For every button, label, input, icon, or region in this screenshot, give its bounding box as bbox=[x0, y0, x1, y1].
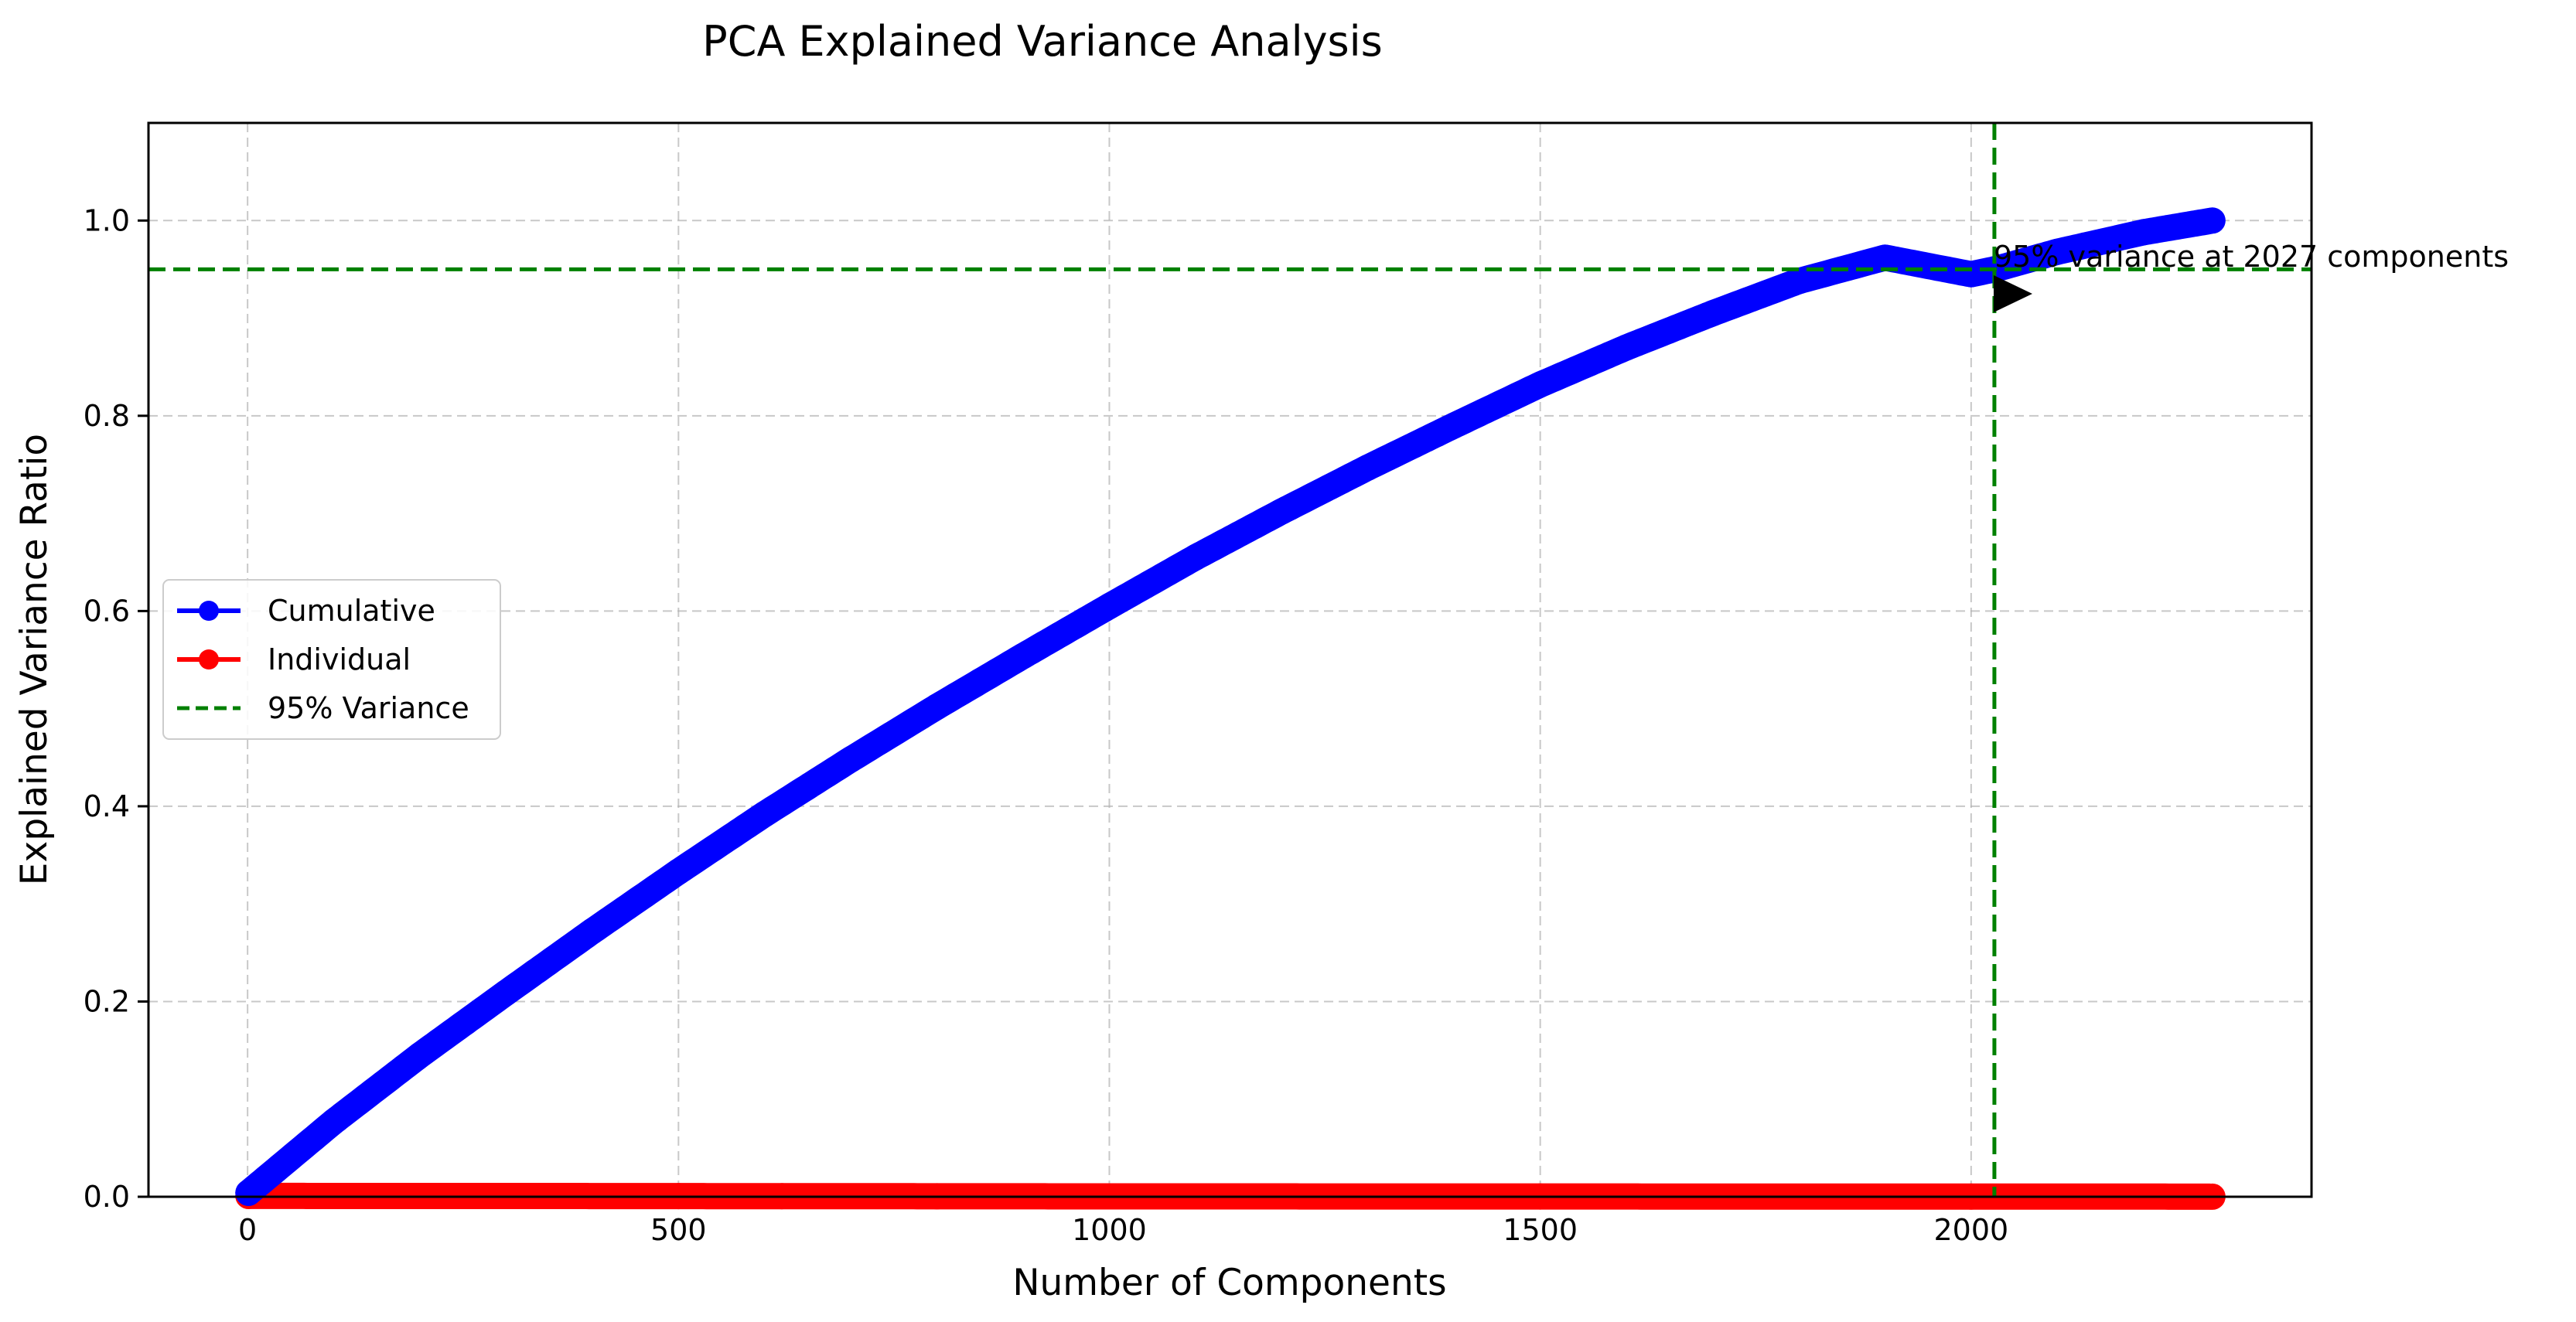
data-point bbox=[1613, 334, 1640, 361]
legend-box bbox=[162, 579, 501, 740]
chart-title: PCA Explained Variance Analysis bbox=[702, 17, 1383, 66]
annotation: 95% variance at 2027 components bbox=[1994, 240, 2509, 312]
data-point bbox=[235, 1179, 262, 1206]
data-point bbox=[751, 801, 778, 828]
data-point bbox=[578, 918, 606, 945]
data-point bbox=[1354, 454, 1381, 481]
x-tick-label: 0 bbox=[238, 1213, 257, 1247]
legend-marker-icon bbox=[199, 649, 219, 670]
data-point bbox=[1096, 593, 1123, 620]
series-cumulative bbox=[235, 207, 2226, 1206]
y-axis-ticks: 0.0 0.2 0.4 0.6 0.8 1.0 bbox=[84, 203, 148, 1214]
data-point bbox=[2199, 207, 2226, 234]
data-point bbox=[665, 858, 692, 885]
data-point bbox=[1268, 498, 1295, 525]
data-point bbox=[1871, 244, 1899, 271]
legend-marker-icon bbox=[199, 601, 219, 621]
y-tick-label: 0.2 bbox=[84, 984, 130, 1018]
legend-item: Cumulative bbox=[177, 594, 435, 628]
x-tick-label: 1000 bbox=[1072, 1213, 1147, 1247]
data-point bbox=[1010, 642, 1037, 670]
x-tick-label: 500 bbox=[650, 1213, 707, 1247]
x-tick-label: 1500 bbox=[1503, 1213, 1578, 1247]
data-point bbox=[1957, 261, 1984, 288]
data-point bbox=[407, 1041, 434, 1068]
data-point bbox=[1527, 371, 1554, 398]
legend-label: 95% Variance bbox=[268, 691, 469, 725]
data-point bbox=[320, 1108, 347, 1135]
plot-frame bbox=[147, 121, 2313, 1198]
data-point bbox=[1441, 412, 1468, 439]
legend: Cumulative Individual 95% Variance bbox=[162, 579, 501, 740]
data-point bbox=[2130, 219, 2157, 246]
data-point bbox=[838, 746, 865, 773]
y-tick-label: 0.4 bbox=[84, 789, 130, 823]
y-tick-label: 1.0 bbox=[84, 203, 130, 237]
y-tick-label: 0.0 bbox=[84, 1180, 130, 1214]
data-point bbox=[1785, 267, 1812, 295]
data-point bbox=[1182, 543, 1209, 571]
y-axis-label: Explained Variance Ratio bbox=[13, 434, 56, 885]
data-point bbox=[493, 980, 520, 1007]
annotation-arrow-icon bbox=[1994, 275, 2032, 312]
y-tick-label: 0.6 bbox=[84, 594, 130, 628]
legend-label: Individual bbox=[268, 642, 411, 676]
annotation-text: 95% variance at 2027 components bbox=[1994, 240, 2509, 274]
legend-item: 95% Variance bbox=[177, 691, 469, 725]
data-point bbox=[923, 693, 950, 721]
x-tick-label: 2000 bbox=[1933, 1213, 2008, 1247]
y-tick-label: 0.8 bbox=[84, 399, 130, 433]
x-axis-label: Number of Components bbox=[1012, 1262, 1446, 1304]
data-point bbox=[1699, 300, 1726, 327]
data-point bbox=[2044, 238, 2071, 265]
legend-item: Individual bbox=[177, 642, 411, 676]
legend-label: Cumulative bbox=[268, 594, 435, 628]
